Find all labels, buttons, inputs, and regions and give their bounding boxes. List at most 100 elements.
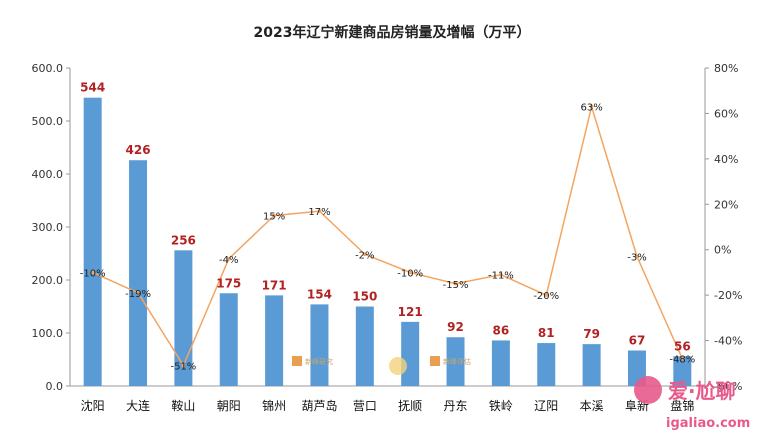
right-tick-label: 20% xyxy=(714,198,738,211)
growth-point xyxy=(680,356,685,361)
bar-value-label: 256 xyxy=(171,233,196,247)
growth-point xyxy=(181,363,186,368)
right-tick-label: 80% xyxy=(714,62,738,75)
growth-pct-label: -51% xyxy=(170,362,196,373)
growth-line-path xyxy=(92,103,684,368)
growth-pct-label: -3% xyxy=(627,253,646,264)
growth-pct-label: -19% xyxy=(125,289,151,300)
bar-value-label: 67 xyxy=(629,333,646,347)
growth-point xyxy=(589,104,594,109)
growth-point xyxy=(363,252,367,257)
watermark-logo-icon-2 xyxy=(430,356,440,366)
site-logo-text: 爱·尬聊 xyxy=(668,379,736,403)
bar xyxy=(673,356,692,386)
growth-pct-label: 63% xyxy=(580,103,602,114)
bar xyxy=(355,306,374,386)
bar-value-label: 426 xyxy=(126,143,151,157)
watermark-globe-icon xyxy=(389,357,407,375)
growth-point xyxy=(317,209,322,213)
bar-value-label: 154 xyxy=(307,287,332,301)
category-label: 鞍山 xyxy=(171,398,195,413)
bar-value-label: 81 xyxy=(538,326,555,340)
growth-pct-label: -10% xyxy=(397,268,423,279)
bar xyxy=(174,250,193,386)
category-label: 铁岭 xyxy=(489,399,513,413)
growth-pct-label: -20% xyxy=(533,291,559,302)
bar xyxy=(265,295,284,386)
growth-pct-label: -11% xyxy=(488,271,514,282)
bar-value-label: 175 xyxy=(216,276,241,290)
growth-point xyxy=(635,254,639,259)
category-label: 丹东 xyxy=(444,399,468,413)
category-label: 大连 xyxy=(126,398,150,413)
bar xyxy=(401,321,420,386)
left-tick-label: 400.0 xyxy=(32,168,64,181)
growth-point xyxy=(408,270,412,275)
growth-point xyxy=(453,281,458,286)
bar xyxy=(582,344,601,386)
growth-point xyxy=(544,293,549,297)
right-tick-label: 60% xyxy=(714,107,738,120)
growth-point xyxy=(499,272,503,277)
growth-pct-label: 17% xyxy=(308,207,330,218)
bar-value-label: 86 xyxy=(493,323,510,337)
bar xyxy=(310,304,329,386)
category-label: 锦州 xyxy=(262,399,286,413)
category-label: 盘锦 xyxy=(670,398,694,413)
bar-value-label: 544 xyxy=(80,81,105,95)
category-label: 朝阳 xyxy=(217,399,241,413)
category-label: 营口 xyxy=(353,399,377,413)
bar-value-label: 121 xyxy=(398,305,423,319)
right-tick-label: 0% xyxy=(714,244,731,257)
right-tick-label: -20% xyxy=(714,289,742,302)
watermark-text-2: 新峰评估 xyxy=(443,357,471,366)
bar xyxy=(446,337,465,386)
left-tick-label: 600.0 xyxy=(32,62,64,75)
left-tick-label: 500.0 xyxy=(32,115,64,128)
bar-value-label: 171 xyxy=(262,278,287,292)
bar-value-label: 79 xyxy=(583,327,600,341)
bar xyxy=(537,343,556,386)
left-tick-label: 300.0 xyxy=(32,221,64,234)
bars xyxy=(83,97,692,387)
watermark-text-1: 新峰研究 xyxy=(305,357,333,366)
bar xyxy=(627,350,646,386)
site-logo-icon xyxy=(634,376,662,404)
left-tick-label: 200.0 xyxy=(32,274,64,287)
growth-line xyxy=(90,103,685,368)
growth-pct-label: 15% xyxy=(263,212,285,223)
growth-point xyxy=(90,270,95,275)
chart-title: 2023年辽宁新建商品房销量及增幅（万平） xyxy=(254,24,531,41)
growth-pct-label: -10% xyxy=(80,268,106,279)
category-label: 辽阳 xyxy=(534,399,558,413)
right-tick-label: -40% xyxy=(714,335,742,348)
right-tick-label: 40% xyxy=(714,153,738,166)
watermark-logo-icon xyxy=(292,356,302,366)
growth-point xyxy=(272,213,276,218)
bar xyxy=(491,340,510,386)
growth-pct-label: -15% xyxy=(443,280,469,291)
category-label: 本溪 xyxy=(580,399,604,413)
growth-pct-label: -48% xyxy=(669,355,695,366)
bar xyxy=(129,160,148,386)
category-label: 沈阳 xyxy=(81,398,105,413)
bar-value-label: 56 xyxy=(674,339,691,353)
growth-pct-label: -2% xyxy=(355,250,374,261)
growth-point xyxy=(136,291,140,295)
left-tick-label: 0.0 xyxy=(46,380,64,393)
bar xyxy=(83,97,102,387)
labels: 544 沈阳 426 大连 256 鞍山 175 朝阳 171 锦州 154 葫芦岛 150 营口 121 抚… xyxy=(80,81,695,413)
category-label: 葫芦岛 xyxy=(301,398,337,413)
growth-point xyxy=(226,257,231,261)
left-tick-label: 100.0 xyxy=(32,327,64,340)
bar-value-label: 92 xyxy=(447,320,464,334)
bar-value-label: 150 xyxy=(352,290,377,304)
right-tick-label: -60% xyxy=(714,380,742,393)
site-logo-url: igaliao.com xyxy=(666,416,750,431)
category-label: 抚顺 xyxy=(398,399,422,413)
watermarks: 新峰研究 新峰评估 爱·尬聊 igaliao.com xyxy=(292,356,750,431)
bar xyxy=(219,293,238,386)
growth-pct-label: -4% xyxy=(219,255,238,266)
